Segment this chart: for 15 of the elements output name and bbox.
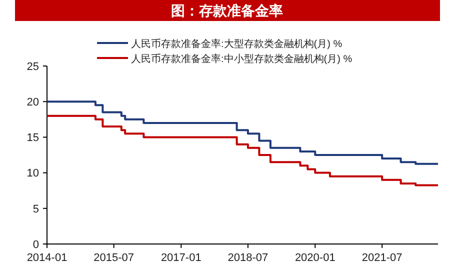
y-tick-label: 15 bbox=[26, 132, 39, 144]
x-tick-label: 2017-01 bbox=[160, 252, 202, 264]
x-tick-label: 2021-07 bbox=[362, 252, 402, 264]
x-tick-label: 2014-01 bbox=[26, 252, 68, 264]
legend-label: 人民币存款准备金率:大型存款类金融机构(月) % bbox=[131, 38, 342, 50]
legend-label: 人民币存款准备金率:中小型存款类金融机构(月) % bbox=[131, 53, 352, 65]
x-tick-label: 2018-07 bbox=[228, 252, 268, 264]
y-tick-label: 5 bbox=[32, 203, 39, 216]
y-tick-label: 10 bbox=[26, 168, 39, 180]
y-tick-label: 20 bbox=[26, 96, 39, 108]
y-tick-label: 25 bbox=[26, 60, 39, 73]
chart-title: 图：存款准备金率 bbox=[171, 2, 283, 18]
y-tick-label: 0 bbox=[32, 238, 39, 251]
x-tick-label: 2020-01 bbox=[294, 252, 336, 264]
x-tick-label: 2015-07 bbox=[94, 252, 134, 264]
